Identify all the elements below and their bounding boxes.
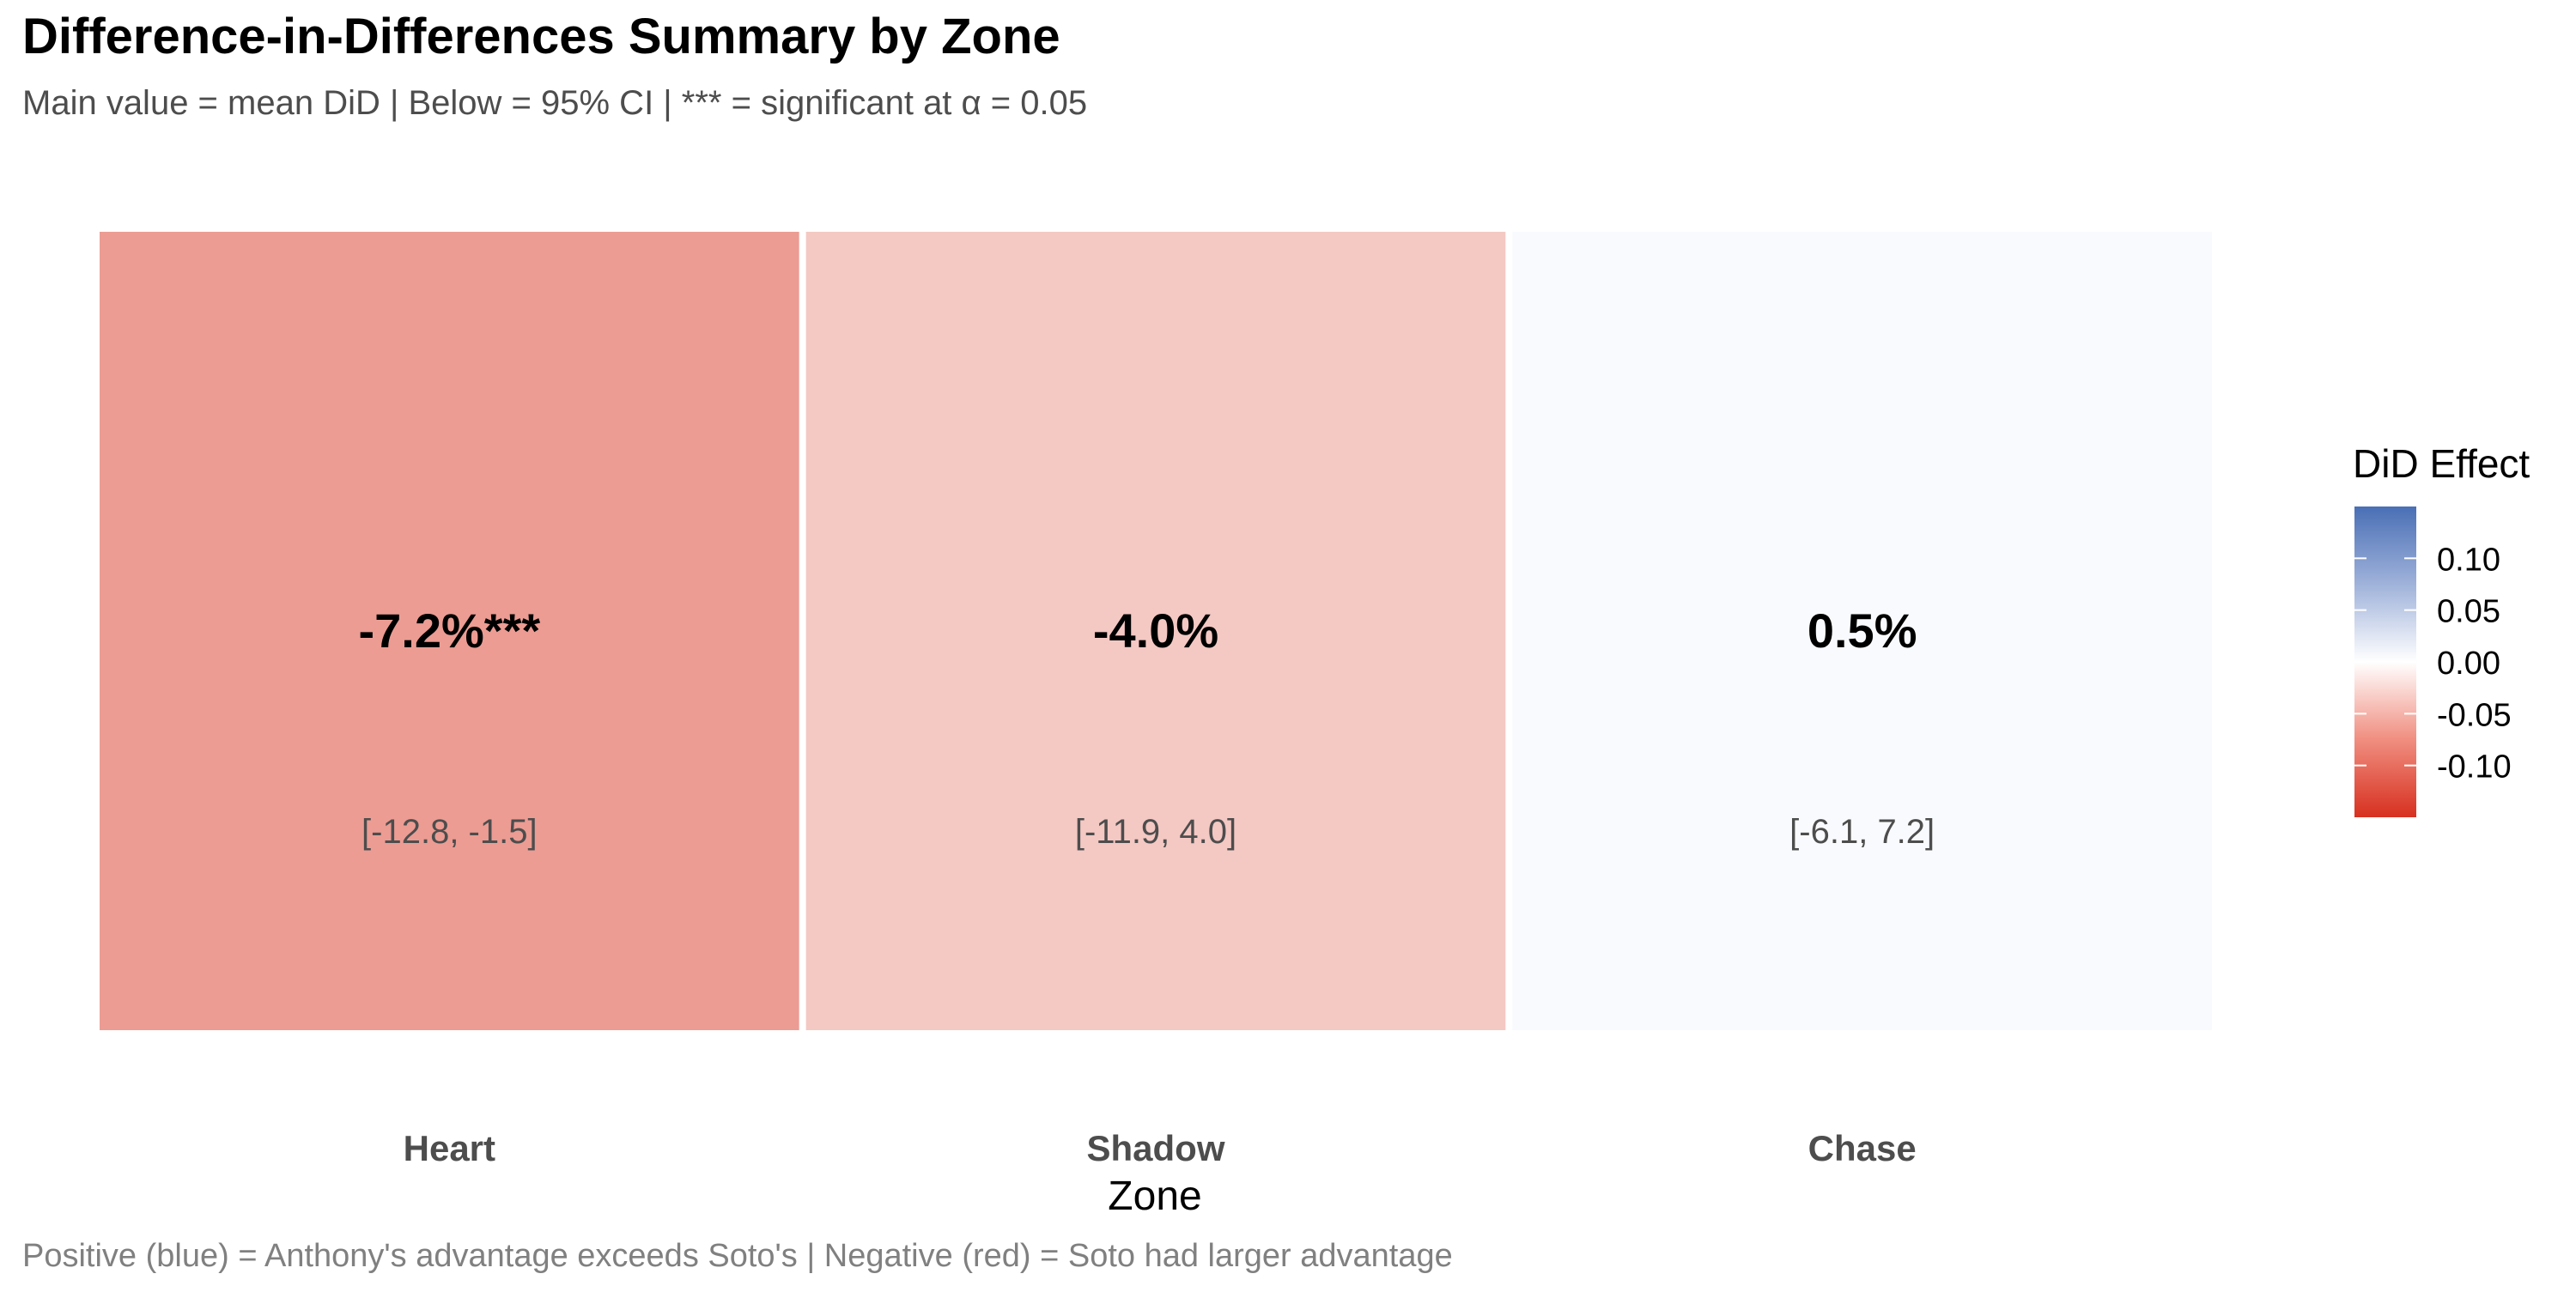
legend-ticks: 0.10 0.05 0.00 -0.05 -0.10 (2354, 542, 2512, 786)
color-legend: DiD Effect 0.10 0.05 0.00 -0.05 -0.10 (2353, 441, 2530, 817)
cell-heart (100, 232, 799, 1030)
chart-title: Difference-in-Differences Summary by Zon… (22, 9, 1060, 64)
chart-caption: Positive (blue) = Anthony's advantage ex… (22, 1238, 1453, 1274)
x-tick-heart: Heart (404, 1128, 495, 1168)
cell-shadow (805, 232, 1506, 1030)
cell-value-shadow: -4.0% (1093, 604, 1218, 658)
legend-tick-label: -0.05 (2437, 697, 2512, 733)
heatmap-labels: -7.2%*** [-12.8, -1.5] -4.0% [-11.9, 4.0] 0.… (358, 604, 1935, 851)
x-axis-title: Zone (1108, 1174, 1201, 1219)
cell-chase (1512, 232, 2212, 1030)
heatmap-cells (100, 232, 2212, 1030)
cell-ci-chase: [-6.1, 7.2] (1789, 813, 1935, 851)
x-tick-chase: Chase (1808, 1128, 1917, 1168)
x-axis-ticks: Heart Shadow Chase (404, 1128, 1917, 1168)
x-tick-shadow: Shadow (1086, 1128, 1224, 1168)
cell-ci-heart: [-12.8, -1.5] (361, 813, 538, 851)
legend-tick-label: 0.10 (2437, 542, 2500, 578)
legend-title: DiD Effect (2353, 441, 2530, 486)
chart-subtitle: Main value = mean DiD | Below = 95% CI |… (22, 84, 1087, 122)
legend-tick-label: -0.10 (2437, 749, 2512, 786)
cell-ci-shadow: [-11.9, 4.0] (1075, 813, 1236, 851)
cell-value-chase: 0.5% (1807, 604, 1917, 658)
cell-value-heart: -7.2%*** (358, 604, 540, 658)
legend-tick-label: 0.00 (2437, 646, 2500, 682)
legend-tick-label: 0.05 (2437, 594, 2500, 630)
